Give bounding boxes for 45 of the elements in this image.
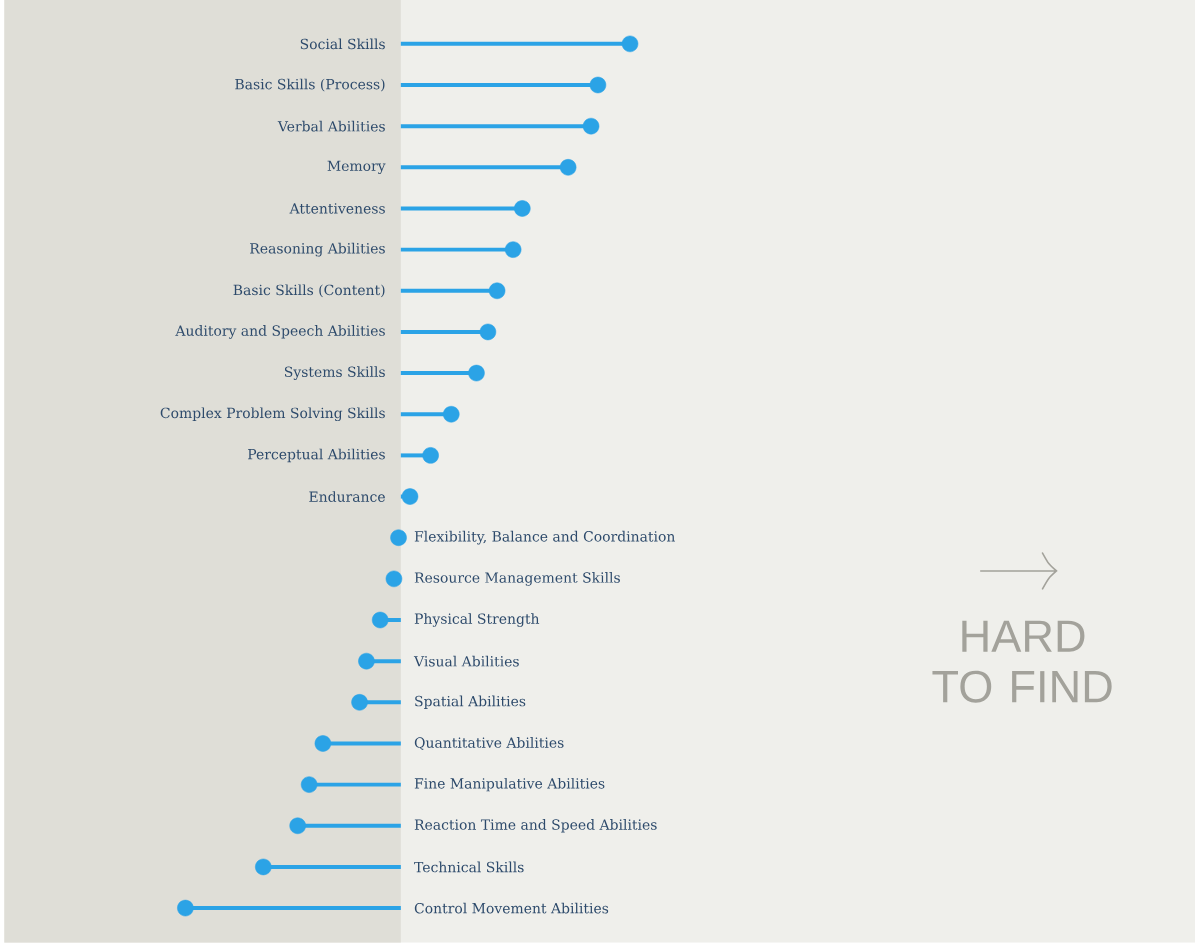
point <box>559 159 577 176</box>
y-tick-label: Reaction Time and Speed Abilities <box>414 819 657 833</box>
y-tick-label: Social Skills <box>300 38 385 50</box>
y-tick-label: Memory <box>327 160 386 175</box>
point <box>479 323 497 341</box>
y-tick-label: Verbal Abilities <box>277 120 385 132</box>
point <box>621 35 639 53</box>
y-tick-label: Reasoning Abilities <box>250 242 385 257</box>
y-tick-label: Fine Manipulative Abilities <box>414 778 605 792</box>
point <box>514 200 531 217</box>
point <box>488 282 506 300</box>
y-tick-label: Attentiveness <box>289 203 385 214</box>
y-tick-label: Complex Problem Solving Skills <box>160 407 385 422</box>
point <box>504 241 522 259</box>
y-tick-label: Spatial Abilities <box>415 695 526 710</box>
point <box>385 570 403 588</box>
point <box>358 653 375 670</box>
y-tick-label: Control Movement Abilities <box>414 902 609 914</box>
point <box>177 900 194 917</box>
y-tick-label: Quantitative Abilities <box>414 737 564 751</box>
y-tick-label: Technical Skills <box>414 861 524 873</box>
y-tick-label: Basic Skills (Process) <box>235 78 385 92</box>
y-tick-label: Perceptual Abilities <box>248 448 385 463</box>
y-tick-label: Endurance <box>309 491 385 503</box>
point <box>351 694 368 711</box>
point <box>422 447 439 464</box>
point <box>314 735 332 752</box>
point <box>582 118 600 135</box>
point <box>589 76 607 94</box>
y-tick-label: Auditory and Speech Abilities <box>175 325 385 339</box>
point <box>371 611 389 629</box>
y-tick-label: Systems Skills <box>284 366 385 381</box>
point <box>390 529 407 547</box>
point <box>255 858 272 876</box>
y-tick-label: Flexibility, Balance and Coordination <box>414 531 675 545</box>
point <box>289 817 306 835</box>
y-tick-label: Basic Skills (Content) <box>233 284 385 298</box>
point <box>468 365 485 382</box>
point <box>401 488 419 505</box>
text: HARD TO FIND <box>932 620 1112 703</box>
y-tick-label: Resource Management Skills <box>414 572 620 586</box>
point <box>443 406 460 423</box>
y-tick-label: Physical Strength <box>414 613 540 628</box>
y-tick-label: Visual Abilities <box>413 655 519 667</box>
point <box>300 776 318 794</box>
